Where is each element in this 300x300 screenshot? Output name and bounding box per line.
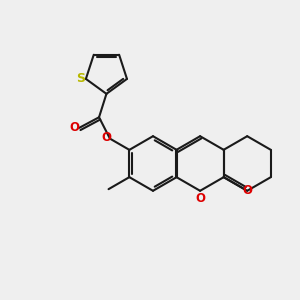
Text: O: O [69,121,79,134]
Text: O: O [195,192,205,205]
Text: O: O [243,184,253,197]
Text: S: S [76,72,85,86]
Text: O: O [101,131,111,144]
